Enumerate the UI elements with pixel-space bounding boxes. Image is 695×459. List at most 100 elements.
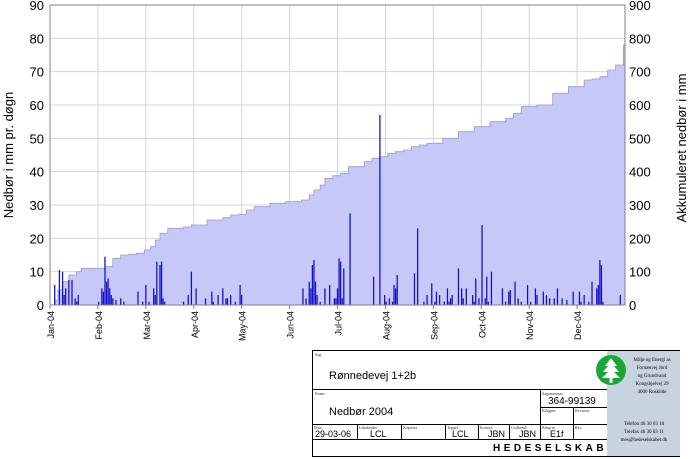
daily-bar	[336, 288, 339, 305]
daily-bar	[314, 281, 317, 305]
daily-bar	[451, 295, 453, 305]
daily-bar	[619, 295, 621, 305]
daily-bar	[162, 298, 164, 305]
daily-bar	[481, 225, 483, 305]
daily-bar	[580, 301, 582, 305]
daily-bar	[471, 295, 474, 305]
kopieret-label: Kopieret	[403, 425, 417, 430]
daily-bar	[54, 285, 56, 305]
daily-bar	[226, 298, 229, 305]
daily-bar	[395, 288, 397, 305]
title-block: Sag: Rønnedevej 1+2b Emne: Nedbør 2004 S…	[312, 350, 680, 457]
daily-bar	[142, 301, 144, 305]
daily-bar	[446, 288, 449, 305]
daily-bar	[431, 283, 433, 305]
y-tick-label-right: 300	[629, 198, 651, 213]
x-tick-label: Mar-04	[142, 311, 152, 340]
daily-bar	[217, 295, 219, 305]
daily-bar	[504, 301, 507, 305]
y-tick-label-left: 90	[30, 0, 44, 13]
dato-value: 29-03-06	[315, 429, 352, 439]
daily-bar	[211, 291, 213, 305]
daily-bar	[578, 291, 581, 305]
left-y-ticks: 0 10 20 30 40 50 60 70 80 90	[30, 0, 44, 313]
address-line: Kongsbjelvej 29	[635, 382, 669, 387]
x-tick-label: Feb-04	[94, 311, 104, 340]
y-tick-label-left: 70	[30, 65, 44, 80]
daily-bar	[484, 298, 486, 305]
dato-label: Dato	[314, 425, 322, 430]
daily-bar	[74, 298, 76, 305]
x-tick-label: Aug-04	[381, 311, 391, 340]
x-tick-label: Jan-04	[46, 311, 56, 339]
company-name: HEDESELSKABET	[493, 443, 627, 454]
x-tick-label: Sep-04	[429, 311, 439, 340]
divider	[540, 424, 541, 439]
daily-bar	[77, 295, 79, 305]
daily-bar	[159, 265, 161, 305]
divider	[357, 424, 358, 439]
daily-bar	[530, 301, 532, 305]
tree-logo-icon	[596, 355, 626, 385]
daily-bar	[311, 265, 313, 305]
daily-bar	[602, 301, 604, 305]
daily-bar	[101, 288, 103, 305]
daily-bar	[448, 301, 450, 305]
daily-bar	[333, 298, 335, 305]
daily-bar	[230, 295, 232, 305]
daily-bar	[107, 278, 109, 305]
emne-label: Emne:	[315, 391, 326, 396]
daily-bar	[109, 288, 111, 305]
daily-bar	[413, 273, 416, 305]
daily-bar	[239, 285, 241, 305]
divider	[573, 407, 574, 424]
daily-bar	[566, 300, 568, 305]
daily-bar	[536, 295, 538, 305]
daily-bar	[120, 298, 122, 305]
daily-bar	[426, 295, 428, 305]
daily-bar	[110, 295, 112, 305]
kontrol-label: Kontrol	[480, 425, 493, 430]
y-axis-label-right: Akkumuleret nedbør i mm	[674, 74, 689, 223]
divider	[313, 424, 607, 425]
godkendt-label: Godkendt	[511, 425, 527, 430]
daily-bar	[548, 298, 551, 305]
daily-bar	[195, 288, 197, 305]
daily-bar	[385, 301, 387, 305]
daily-bar	[225, 298, 227, 305]
daily-bar	[517, 298, 519, 305]
y-tick-label-right: 100	[629, 265, 651, 280]
tegnet-label: Tegnet	[447, 425, 458, 430]
y-tick-label-right: 600	[629, 98, 651, 113]
daily-bar	[556, 288, 559, 305]
daily-bar	[379, 115, 381, 305]
rainfall-chart: 0 10 20 30 40 50 60 70 80 90 0 100 200 300 400 500 600 7…	[1, 0, 689, 341]
daily-bar	[63, 295, 65, 305]
right-y-ticks: 0 100 200 300 400 500 600 700 800 900	[629, 0, 651, 313]
rev-label: Rev.	[575, 425, 583, 430]
daily-bars-series	[54, 115, 621, 305]
daily-bar	[393, 285, 395, 305]
sagsnr-label: Sagsnummer	[542, 391, 563, 396]
y-axis-label-left: Nedbør i mm pr. døgn	[1, 92, 16, 218]
x-tick-label: Dec-04	[573, 311, 583, 340]
daily-bar	[388, 298, 390, 305]
daily-bar	[190, 271, 193, 305]
y-tick-label-right: 700	[629, 65, 651, 80]
godkendt-value: JBN	[519, 429, 537, 439]
sagsnr-value: 364-99139	[548, 396, 596, 407]
daily-bar	[416, 228, 419, 305]
daily-bar	[182, 301, 185, 305]
daily-bar	[508, 291, 510, 305]
daily-bar	[475, 278, 477, 305]
udarbejdet-value: LCL	[370, 429, 387, 439]
daily-bar	[545, 295, 548, 305]
daily-bar	[509, 290, 511, 305]
daily-bar	[329, 285, 331, 305]
daily-bar	[462, 298, 464, 305]
divider	[509, 424, 510, 439]
divider	[573, 424, 574, 439]
daily-bar	[241, 295, 243, 305]
sag-label: Sag:	[315, 352, 323, 357]
daily-bar	[423, 301, 425, 305]
